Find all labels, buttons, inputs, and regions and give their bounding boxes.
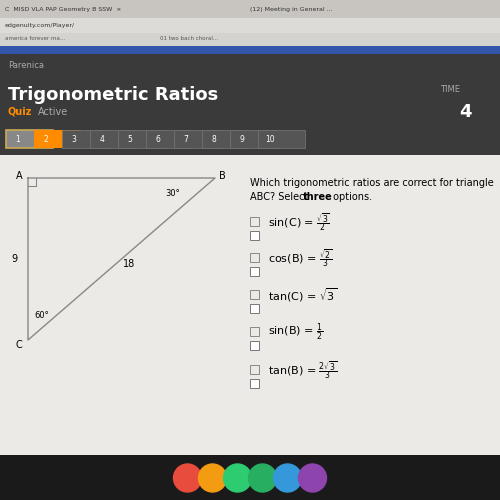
Text: 2: 2 — [44, 134, 49, 143]
Text: 7: 7 — [184, 134, 188, 143]
Bar — [34, 130, 81, 148]
Text: 9: 9 — [240, 134, 244, 143]
Bar — [250, 267, 259, 276]
Text: 8: 8 — [212, 134, 216, 143]
Bar — [0, 455, 500, 500]
Bar — [0, 33, 500, 46]
Text: Trigonometric Ratios: Trigonometric Ratios — [8, 86, 218, 104]
Circle shape — [224, 464, 252, 492]
Text: ABC? Select: ABC? Select — [250, 192, 312, 202]
Bar — [202, 130, 249, 148]
Bar — [250, 304, 259, 313]
Text: america forever ma...: america forever ma... — [5, 36, 65, 42]
Bar — [250, 341, 259, 350]
Text: 30°: 30° — [165, 189, 180, 198]
Text: A: A — [16, 171, 22, 181]
Bar — [230, 130, 277, 148]
Text: sin(B) = $\frac{1}{2}$: sin(B) = $\frac{1}{2}$ — [268, 322, 324, 342]
Bar — [90, 130, 137, 148]
Bar — [250, 327, 259, 336]
Bar — [174, 130, 221, 148]
Text: cos(B) = $\frac{\sqrt{2}}{3}$: cos(B) = $\frac{\sqrt{2}}{3}$ — [268, 247, 332, 269]
Text: 9: 9 — [11, 254, 17, 264]
Text: 4: 4 — [459, 103, 471, 121]
Text: 3: 3 — [72, 134, 76, 143]
Text: tan(B) = $\frac{2\sqrt{3}}{3}$: tan(B) = $\frac{2\sqrt{3}}{3}$ — [268, 359, 337, 381]
Text: edgenuity.com/Player/: edgenuity.com/Player/ — [5, 22, 75, 28]
Circle shape — [248, 464, 276, 492]
Bar — [118, 130, 165, 148]
Text: B: B — [219, 171, 226, 181]
Circle shape — [198, 464, 226, 492]
Bar — [62, 130, 109, 148]
Text: options.: options. — [330, 192, 372, 202]
Text: Parenica: Parenica — [8, 60, 44, 70]
Bar — [250, 365, 259, 374]
Bar — [258, 130, 305, 148]
Circle shape — [274, 464, 301, 492]
Text: sin(C) = $\frac{\sqrt{3}}{2}$: sin(C) = $\frac{\sqrt{3}}{2}$ — [268, 211, 330, 233]
Bar — [0, 46, 500, 54]
Circle shape — [298, 464, 326, 492]
Text: 10: 10 — [265, 134, 275, 143]
Bar — [250, 290, 259, 299]
Bar — [0, 54, 500, 155]
Text: C: C — [16, 340, 23, 350]
Text: Quiz: Quiz — [8, 107, 32, 117]
Text: three: three — [303, 192, 333, 202]
Text: 5: 5 — [128, 134, 132, 143]
Text: 60°: 60° — [34, 311, 49, 320]
Text: 18: 18 — [123, 259, 135, 269]
Bar — [250, 231, 259, 240]
Bar — [0, 18, 500, 33]
Text: 6: 6 — [156, 134, 160, 143]
Bar — [250, 217, 259, 226]
Text: 1: 1 — [16, 134, 20, 143]
Bar — [6, 130, 53, 148]
Text: Active: Active — [38, 107, 68, 117]
Bar — [250, 379, 259, 388]
Bar — [0, 0, 500, 18]
Text: TIME: TIME — [440, 86, 460, 94]
Text: 4: 4 — [100, 134, 104, 143]
Circle shape — [174, 464, 202, 492]
Bar — [250, 253, 259, 262]
Text: tan(C) = $\sqrt{3}$: tan(C) = $\sqrt{3}$ — [268, 286, 337, 304]
Bar — [0, 155, 500, 455]
Text: Which trigonometric ratios are correct for triangle: Which trigonometric ratios are correct f… — [250, 178, 494, 188]
Text: (12) Meeting in General ...: (12) Meeting in General ... — [250, 6, 332, 12]
Text: C  MISD VLA PAP Geometry B SSW  ×: C MISD VLA PAP Geometry B SSW × — [5, 6, 121, 12]
Bar — [146, 130, 193, 148]
Text: 01 two bach choral...: 01 two bach choral... — [160, 36, 218, 42]
